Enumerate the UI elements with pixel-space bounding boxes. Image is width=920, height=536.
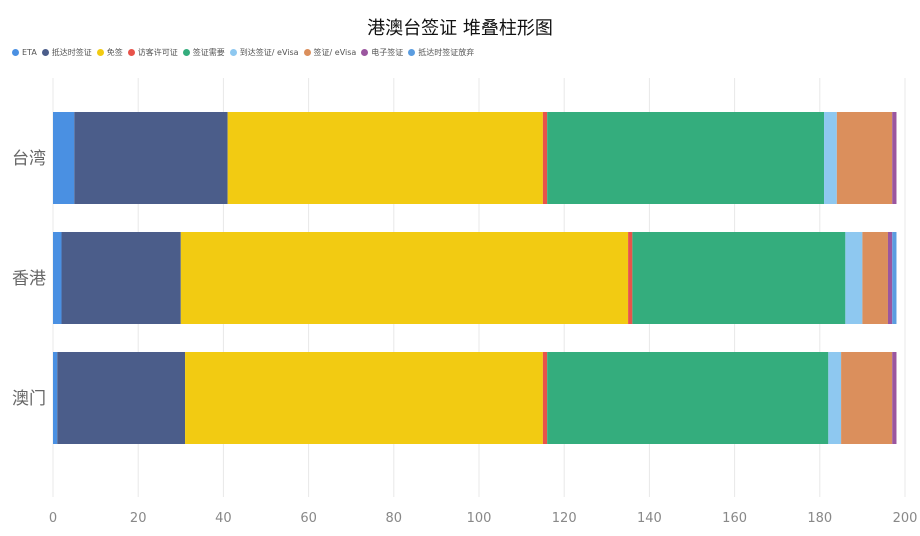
- legend-marker: [127, 49, 135, 56]
- bar-segment[interactable]: [845, 232, 863, 324]
- bar-segment[interactable]: [824, 112, 837, 204]
- legend-item[interactable]: ETA: [12, 47, 37, 58]
- bar-segment[interactable]: [53, 112, 75, 204]
- bar-segment[interactable]: [841, 352, 893, 444]
- legend-label: 电子签证: [371, 48, 404, 57]
- x-tick-label: 40: [215, 511, 232, 526]
- legend-label: 签证需要: [192, 48, 225, 57]
- legend-label: 免签: [106, 48, 123, 57]
- bar-segment[interactable]: [53, 232, 62, 324]
- category-label: 台湾: [12, 149, 46, 169]
- bar-segment[interactable]: [542, 352, 548, 444]
- bar-segment[interactable]: [892, 232, 897, 324]
- x-tick-label: 100: [467, 511, 492, 526]
- legend-marker: [229, 49, 237, 56]
- category-label: 澳门: [12, 389, 46, 409]
- bar-segment[interactable]: [227, 112, 543, 204]
- bar-segment[interactable]: [57, 352, 186, 444]
- bar-segment[interactable]: [547, 112, 825, 204]
- bar-segment[interactable]: [180, 232, 629, 324]
- bar-segment[interactable]: [53, 352, 58, 444]
- legend: ETA 抵达时签证 免签 访客许可证 签证需要 到达签证/ eVisa 签证/ eVisa 电…: [12, 47, 479, 58]
- legend-label: 抵达时签证放弃: [418, 48, 475, 57]
- x-axis-ticks: 0 20 40 60 80 100 120 140 160 180 200: [49, 511, 918, 526]
- legend-marker: [408, 49, 416, 56]
- legend-label: 到达签证/ eVisa: [239, 48, 299, 57]
- legend-label: 签证/ eVisa: [313, 48, 357, 57]
- bar-segment[interactable]: [542, 112, 548, 204]
- bars: [53, 112, 897, 444]
- legend-label: 访客许可证: [137, 48, 178, 57]
- legend-marker: [303, 49, 311, 56]
- x-tick-label: 160: [722, 511, 747, 526]
- x-tick-label: 180: [807, 511, 832, 526]
- category-label: 香港: [12, 269, 46, 289]
- legend-item[interactable]: 签证需要: [182, 47, 225, 58]
- legend-marker: [41, 49, 49, 56]
- legend-item[interactable]: 签证/ eVisa: [303, 47, 357, 58]
- x-tick-label: 60: [300, 511, 317, 526]
- x-tick-label: 120: [552, 511, 577, 526]
- x-tick-label: 140: [637, 511, 662, 526]
- legend-item[interactable]: 抵达时签证放弃: [408, 47, 474, 58]
- legend-item[interactable]: 抵达时签证: [41, 47, 92, 58]
- legend-item[interactable]: 到达签证/ eVisa: [229, 47, 299, 58]
- legend-label: 抵达时签证: [51, 48, 92, 57]
- x-tick-label: 200: [893, 511, 918, 526]
- legend-item[interactable]: 免签: [96, 47, 123, 58]
- bar-segment[interactable]: [185, 352, 543, 444]
- bar-segment[interactable]: [632, 232, 846, 324]
- legend-marker: [361, 49, 369, 56]
- bar-segment[interactable]: [828, 352, 842, 444]
- bar-segment[interactable]: [628, 232, 633, 324]
- legend-label: ETA: [22, 48, 37, 57]
- x-tick-label: 80: [386, 511, 403, 526]
- bar-segment[interactable]: [74, 112, 228, 204]
- x-tick-label: 20: [130, 511, 147, 526]
- bar-segment[interactable]: [892, 112, 897, 204]
- bar-segment[interactable]: [836, 112, 893, 204]
- legend-marker: [182, 49, 190, 56]
- chart-title: 港澳台签证 堆叠柱形图: [367, 18, 553, 39]
- legend-marker: [12, 49, 19, 56]
- legend-marker: [96, 49, 104, 56]
- bar-segment[interactable]: [887, 232, 893, 324]
- x-tick-label: 0: [49, 511, 57, 526]
- bar-segment[interactable]: [547, 352, 829, 444]
- legend-item[interactable]: 电子签证: [361, 47, 403, 58]
- bar-segment[interactable]: [862, 232, 888, 324]
- bar-segment[interactable]: [61, 232, 181, 324]
- bar-segment[interactable]: [892, 352, 897, 444]
- legend-item[interactable]: 访客许可证: [127, 47, 178, 58]
